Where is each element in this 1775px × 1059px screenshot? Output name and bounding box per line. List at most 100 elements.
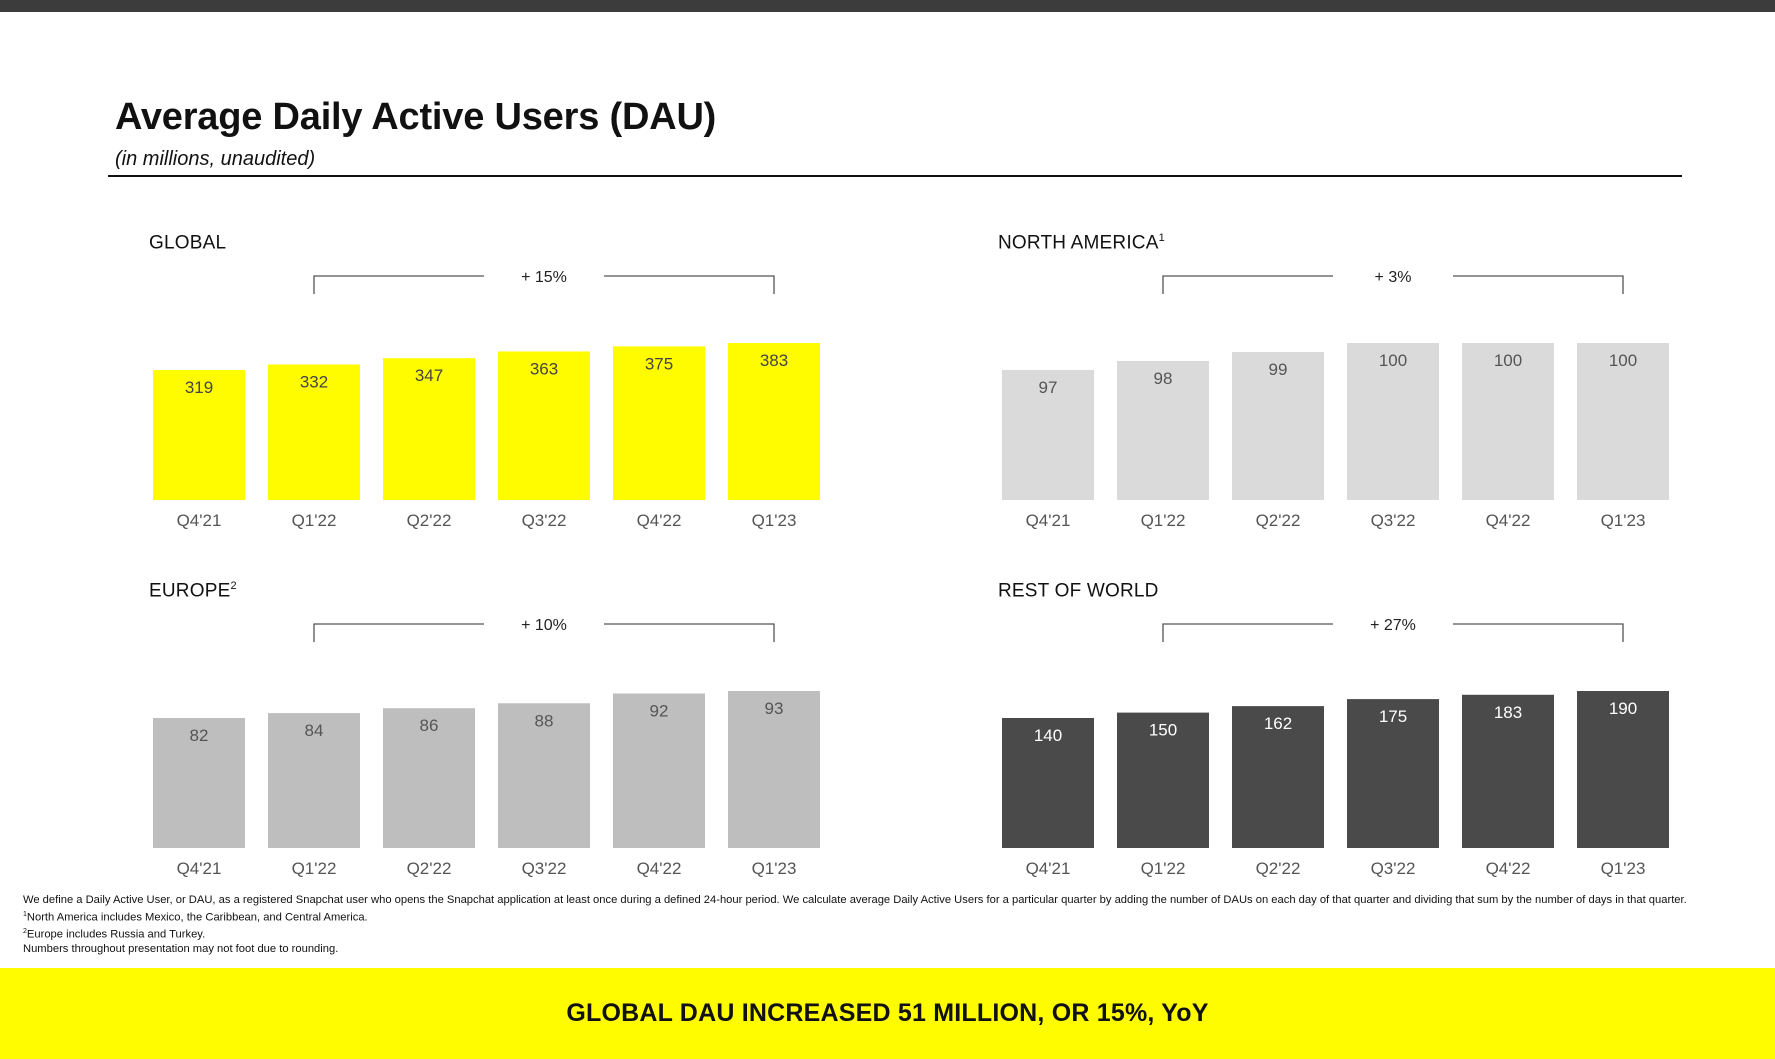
chart-rest-of-world: 140 Q4'21 150 Q1'22 162 Q2'22 175 Q3'22 183 Q4'22… bbox=[1002, 617, 1669, 878]
x-tick-label: Q1'22 bbox=[292, 859, 337, 878]
growth-bracket-left bbox=[1162, 623, 1333, 642]
growth-bracket-right bbox=[1453, 623, 1624, 642]
footnotes: We define a Daily Active User, or DAU, a… bbox=[23, 893, 1703, 956]
bar bbox=[728, 691, 820, 848]
bar bbox=[1462, 343, 1554, 500]
data-label: 150 bbox=[1149, 721, 1177, 740]
growth-label: + 3% bbox=[1375, 269, 1412, 286]
bar bbox=[1577, 343, 1669, 500]
x-tick-label: Q2'22 bbox=[1256, 859, 1301, 878]
growth-bracket-left bbox=[313, 275, 484, 294]
chart-global: 319 Q4'21 332 Q1'22 347 Q2'22 363 Q3'22 375 Q4'22… bbox=[153, 269, 820, 530]
bar bbox=[1347, 343, 1439, 500]
x-tick-label: Q1'22 bbox=[1141, 511, 1186, 530]
bar bbox=[1002, 370, 1094, 500]
growth-bracket-left bbox=[313, 623, 484, 642]
bar bbox=[153, 370, 245, 500]
bar bbox=[1232, 706, 1324, 848]
data-label: 99 bbox=[1269, 360, 1288, 379]
x-tick-label: Q3'22 bbox=[522, 859, 567, 878]
data-label: 100 bbox=[1379, 351, 1407, 370]
chart-title: REST OF WORLD bbox=[998, 580, 1159, 602]
bar bbox=[613, 346, 705, 500]
page-subtitle: (in millions, unaudited) bbox=[115, 148, 316, 170]
chart-panel-north-america: NORTH AMERICA1 97 Q4'21 98 Q1'22 99 Q2'22 100 Q… bbox=[983, 232, 1683, 552]
data-label: 100 bbox=[1494, 351, 1522, 370]
page-title: Average Daily Active Users (DAU) bbox=[115, 96, 717, 138]
growth-bracket-right bbox=[604, 623, 775, 642]
title-divider bbox=[108, 175, 1682, 177]
data-label: 140 bbox=[1034, 726, 1062, 745]
chart-title: GLOBAL bbox=[149, 232, 227, 254]
data-label: 100 bbox=[1609, 351, 1637, 370]
bar bbox=[613, 693, 705, 848]
chart-north-america: 97 Q4'21 98 Q1'22 99 Q2'22 100 Q3'22 100 Q4'22 100… bbox=[1002, 269, 1669, 530]
x-tick-label: Q1'22 bbox=[1141, 859, 1186, 878]
data-label: 375 bbox=[645, 354, 673, 373]
x-tick-label: Q1'23 bbox=[752, 511, 797, 530]
data-label: 175 bbox=[1379, 707, 1407, 726]
x-tick-label: Q4'21 bbox=[177, 859, 222, 878]
bar bbox=[1577, 691, 1669, 848]
data-label: 98 bbox=[1154, 369, 1173, 388]
chart-title: NORTH AMERICA1 bbox=[998, 232, 1165, 254]
x-tick-label: Q1'23 bbox=[1601, 859, 1646, 878]
footnote-rounding: Numbers throughout presentation may not … bbox=[23, 942, 339, 955]
data-label: 92 bbox=[650, 701, 669, 720]
data-label: 97 bbox=[1039, 378, 1058, 397]
chart-panel-rest-of-world: REST OF WORLD 140 Q4'21 150 Q1'22 162 Q2'22 17… bbox=[983, 580, 1683, 900]
footnote-2: 2Europe includes Russia and Turkey. bbox=[23, 927, 206, 941]
bar bbox=[728, 343, 820, 500]
footnote-1: 1North America includes Mexico, the Cari… bbox=[23, 910, 368, 924]
chart-panel-europe: EUROPE2 82 Q4'21 84 Q1'22 86 Q2'22 88 Q3'22 92 Q4… bbox=[134, 580, 834, 900]
x-tick-label: Q3'22 bbox=[1371, 511, 1416, 530]
bar bbox=[268, 713, 360, 848]
bar bbox=[1347, 699, 1439, 848]
bar bbox=[268, 364, 360, 500]
growth-bracket-right bbox=[1453, 275, 1624, 294]
data-label: 319 bbox=[185, 378, 213, 397]
bar bbox=[153, 718, 245, 848]
growth-label: + 10% bbox=[521, 617, 567, 634]
top-bar bbox=[0, 0, 1775, 12]
bar bbox=[1462, 694, 1554, 848]
growth-label: + 15% bbox=[521, 269, 567, 286]
bar bbox=[498, 351, 590, 500]
x-tick-label: Q2'22 bbox=[1256, 511, 1301, 530]
x-tick-label: Q4'22 bbox=[637, 859, 682, 878]
data-label: 88 bbox=[535, 711, 554, 730]
summary-banner: GLOBAL DAU INCREASED 51 MILLION, OR 15%,… bbox=[0, 968, 1775, 1059]
data-label: 363 bbox=[530, 359, 558, 378]
footnote-definition: We define a Daily Active User, or DAU, a… bbox=[23, 894, 1687, 906]
data-label: 383 bbox=[760, 351, 788, 370]
bar bbox=[498, 703, 590, 848]
growth-bracket-right bbox=[604, 275, 775, 294]
summary-banner-text: GLOBAL DAU INCREASED 51 MILLION, OR 15%,… bbox=[566, 999, 1209, 1027]
data-label: 183 bbox=[1494, 703, 1522, 722]
x-tick-label: Q3'22 bbox=[1371, 859, 1416, 878]
growth-label: + 27% bbox=[1370, 617, 1416, 634]
data-label: 82 bbox=[190, 726, 209, 745]
data-label: 190 bbox=[1609, 699, 1637, 718]
chart-europe: 82 Q4'21 84 Q1'22 86 Q2'22 88 Q3'22 92 Q4'22 93 Q1'… bbox=[153, 617, 820, 878]
data-label: 93 bbox=[765, 699, 784, 718]
chart-panel-global: GLOBAL 319 Q4'21 332 Q1'22 347 Q2'22 363 Q3'22 3… bbox=[134, 232, 834, 552]
data-label: 86 bbox=[420, 716, 439, 735]
x-tick-label: Q1'23 bbox=[1601, 511, 1646, 530]
x-tick-label: Q2'22 bbox=[407, 511, 452, 530]
x-tick-label: Q2'22 bbox=[407, 859, 452, 878]
x-tick-label: Q4'21 bbox=[1026, 511, 1071, 530]
data-label: 84 bbox=[305, 721, 324, 740]
x-tick-label: Q1'22 bbox=[292, 511, 337, 530]
data-label: 162 bbox=[1264, 714, 1292, 733]
x-tick-label: Q4'22 bbox=[1486, 511, 1531, 530]
x-tick-label: Q4'22 bbox=[1486, 859, 1531, 878]
x-tick-label: Q4'21 bbox=[1026, 859, 1071, 878]
bar bbox=[1117, 712, 1209, 848]
bar bbox=[1232, 352, 1324, 500]
x-tick-label: Q3'22 bbox=[522, 511, 567, 530]
x-tick-label: Q4'22 bbox=[637, 511, 682, 530]
bar bbox=[1117, 361, 1209, 500]
chart-title: EUROPE2 bbox=[149, 580, 237, 602]
bar bbox=[383, 358, 475, 500]
